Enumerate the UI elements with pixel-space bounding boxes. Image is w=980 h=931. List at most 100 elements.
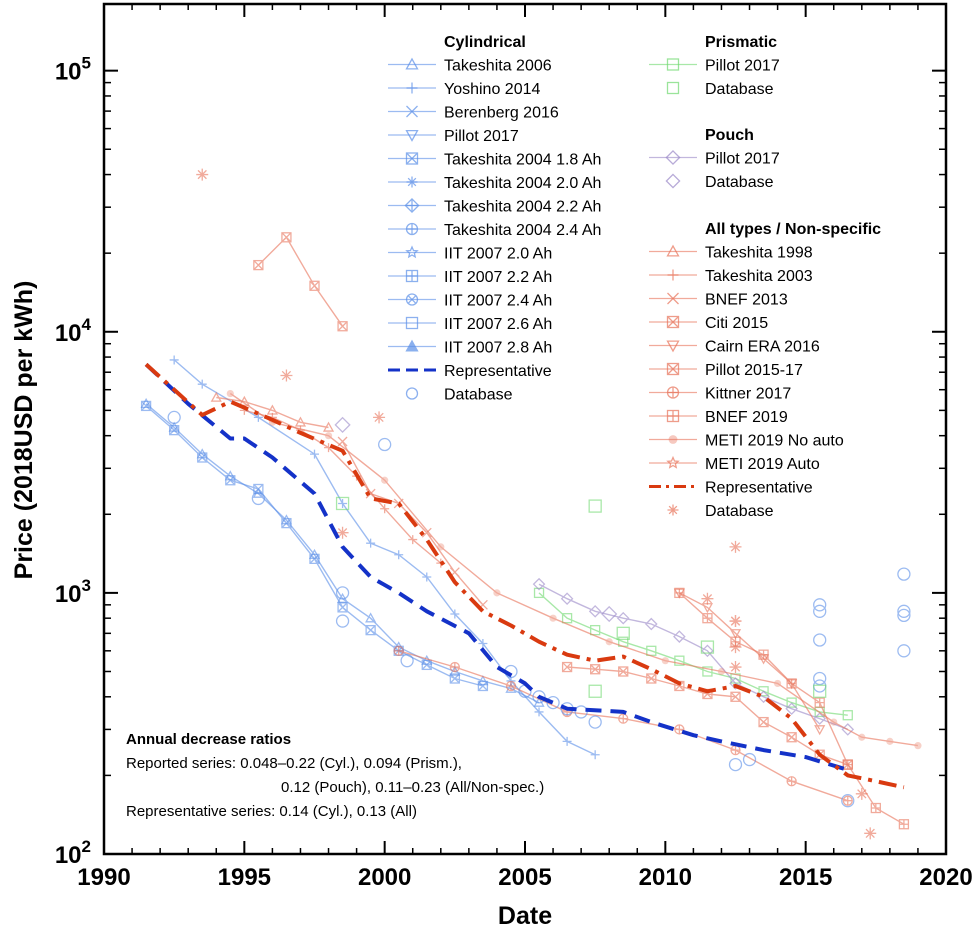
data-point (674, 655, 685, 666)
series-cylindrical-takeshita-2004-1-8-ah (140, 400, 489, 692)
x-axis-title: Date (498, 902, 552, 930)
data-point (914, 742, 922, 750)
annotation-line-1: Reported series: 0.048–0.22 (Cyl.), 0.09… (126, 755, 462, 772)
series-cylindrical-yoshino-2014 (169, 355, 600, 760)
legend-item-representative: Representative (388, 363, 552, 380)
legend-label: Database (705, 174, 774, 191)
legend-heading: Cylindrical (444, 34, 526, 51)
legend-marker (667, 269, 679, 281)
legend-group-cylindrical: Cylindrical Takeshita 2006 Yoshino 2014 Ber… (388, 34, 601, 404)
legend-marker (665, 173, 681, 189)
legend-label: Takeshita 2004 2.0 Ah (444, 175, 601, 192)
data-point (493, 589, 501, 597)
data-point (813, 679, 827, 693)
data-point (590, 750, 600, 760)
annotation-line-3: Representative series: 0.14 (Cyl.), 0.13… (126, 803, 417, 820)
legend-item-takeshita-2004-2-2-ah: Takeshita 2004 2.2 Ah (388, 197, 601, 216)
data-point (841, 794, 855, 808)
legend-label: Representative (705, 480, 813, 497)
data-point (477, 680, 489, 692)
legend-label: Takeshita 2004 1.8 Ah (444, 152, 601, 169)
legend-item-iit-2007-2-2-ah: IIT 2007 2.2 Ah (388, 269, 552, 286)
legend-item-bnef-2013: BNEF 2013 (649, 292, 788, 309)
legend-item-pillot-2017: Pillot 2017 (388, 128, 519, 145)
data-point (897, 567, 911, 581)
data-point (532, 577, 546, 591)
series-line (229, 392, 919, 747)
legend-label: Pillot 2017 (705, 58, 780, 75)
series-prismatic-pillot-2017 (533, 587, 853, 721)
legend-label: Takeshita 2004 2.4 Ah (444, 222, 601, 239)
data-point (140, 400, 152, 412)
data-point (310, 449, 319, 459)
legend-marker (666, 244, 680, 257)
legend-label: IIT 2007 2.6 Ah (444, 316, 552, 333)
legend-heading: Pouch (705, 127, 754, 144)
data-point (281, 517, 292, 529)
data-point (532, 690, 546, 704)
legend-heading: Prismatic (705, 34, 777, 51)
data-point (393, 645, 404, 656)
data-point (898, 819, 910, 830)
series-line (257, 236, 344, 327)
plot-frame (102, 2, 948, 856)
legend-item-database: Database (666, 81, 774, 98)
data-point (561, 661, 573, 673)
data-point (729, 661, 742, 674)
data-point (546, 695, 560, 710)
data-point (226, 389, 234, 398)
data-point (786, 732, 797, 743)
legend-marker (666, 340, 680, 353)
legend-marker (405, 387, 419, 400)
data-point (897, 644, 911, 658)
legend-label: Pillot 2017 (705, 151, 780, 168)
data-point (897, 604, 911, 618)
data-point (858, 733, 866, 741)
data-point (394, 550, 404, 560)
legend-item-takeshita-1998: Takeshita 1998 (649, 245, 813, 262)
data-point (742, 752, 757, 767)
legend-marker (666, 362, 680, 376)
data-point (381, 476, 389, 484)
legend-item-database: Database (405, 387, 513, 404)
data-point (813, 684, 827, 698)
legend-item-cairn-era-2016: Cairn ERA 2016 (649, 339, 820, 356)
data-point (646, 673, 657, 684)
data-point (588, 684, 602, 698)
data-point (336, 526, 349, 539)
data-point (729, 641, 742, 654)
x-tick-label: 2010 (639, 864, 692, 891)
legend-item-iit-2007-2-0-ah: IIT 2007 2.0 Ah (388, 245, 552, 263)
legend-label: Yoshino 2014 (444, 81, 540, 98)
data-point (786, 678, 797, 689)
legend-label: METI 2019 Auto (705, 456, 820, 473)
x-tick-label: 2015 (779, 864, 832, 891)
legend-label: IIT 2007 2.2 Ah (444, 269, 552, 286)
data-point (197, 452, 208, 463)
series-line (341, 441, 484, 606)
data-point (774, 679, 782, 688)
data-point (477, 675, 489, 686)
series-line (244, 409, 442, 564)
legend-label: IIT 2007 2.0 Ah (444, 246, 552, 263)
legend-label: BNEF 2013 (705, 292, 788, 309)
data-point (450, 609, 460, 619)
axis-layer: 1990 1995 2000 2005 2010 2015 2020 102 103 104 105 (55, 4, 973, 891)
legend-marker (405, 129, 419, 142)
data-point (380, 504, 390, 514)
annotation-heading: Annual decrease ratios (126, 731, 291, 748)
data-point (616, 611, 630, 625)
legend-item-takeshita-2003: Takeshita 2003 (649, 268, 813, 285)
data-point (758, 649, 769, 660)
data-point (588, 499, 602, 513)
data-point (169, 355, 179, 365)
y-tick-label: 104 (55, 315, 92, 347)
data-point (855, 787, 868, 800)
legend-label: Takeshita 2004 2.2 Ah (444, 199, 601, 216)
legend-group-pouch: Pouch Pillot 2017 Database (649, 127, 780, 191)
data-point (366, 538, 376, 548)
legend-label: Pillot 2015-17 (705, 362, 803, 379)
legend-item-takeshita-2004-2-4-ah: Takeshita 2004 2.4 Ah (388, 222, 601, 239)
legend-item-meti-2019-auto: METI 2019 Auto (649, 455, 820, 473)
